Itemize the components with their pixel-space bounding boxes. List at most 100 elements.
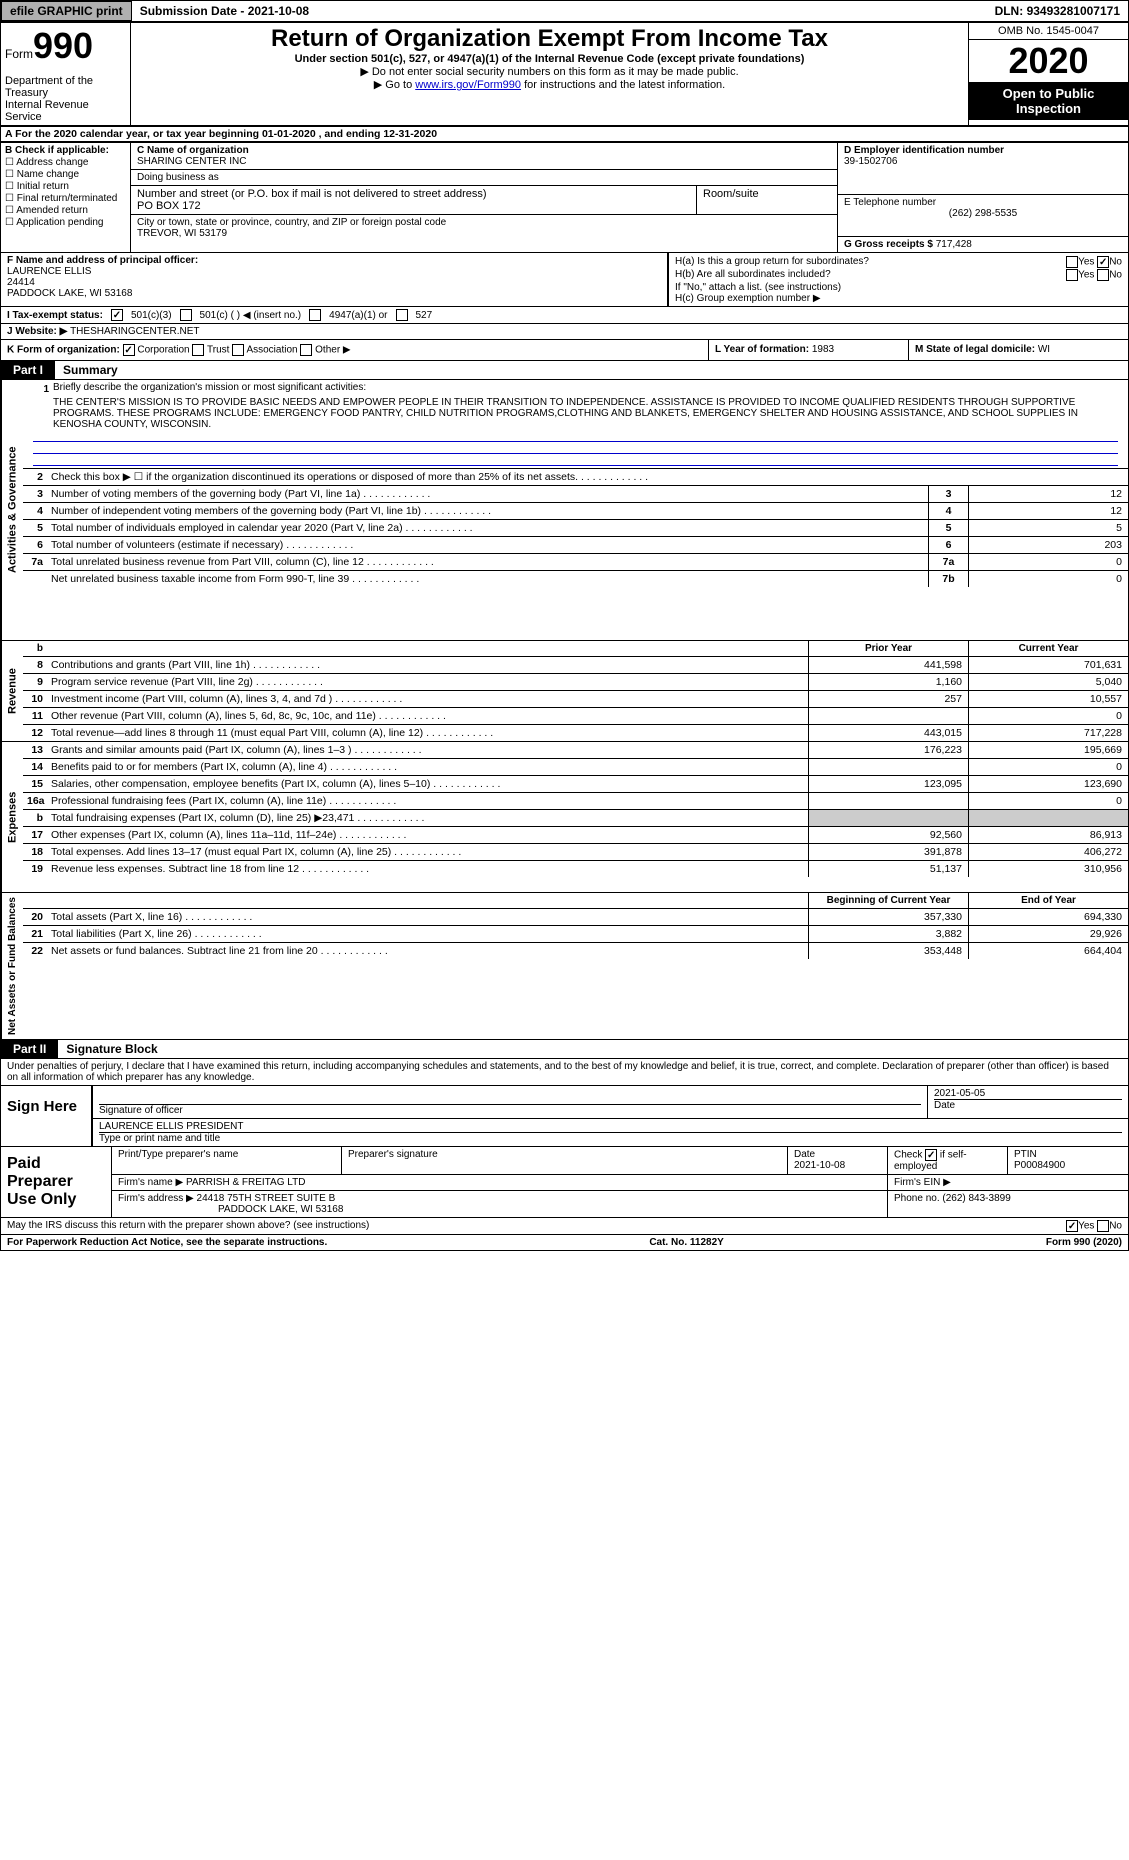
ha-yes[interactable] [1066, 256, 1078, 268]
gov-line: 5Total number of individuals employed in… [23, 520, 1128, 537]
vtab-expenses: Expenses [1, 742, 23, 892]
page-footer: For Paperwork Reduction Act Notice, see … [0, 1235, 1129, 1251]
data-line: 13Grants and similar amounts paid (Part … [23, 742, 1128, 759]
officer-name: LAURENCE ELLIS [7, 266, 661, 277]
row-i-tax-status: I Tax-exempt status: 501(c)(3) 501(c) ( … [0, 307, 1129, 324]
gov-line: Net unrelated business taxable income fr… [23, 571, 1128, 587]
efile-button[interactable]: efile GRAPHIC print [1, 1, 132, 21]
chk-initial-return[interactable]: ☐ Initial return [5, 181, 126, 192]
omb-number: OMB No. 1545-0047 [969, 23, 1128, 40]
chk-527[interactable] [396, 309, 408, 321]
hb-no[interactable] [1097, 269, 1109, 281]
section-net-assets: Net Assets or Fund Balances Beginning of… [0, 893, 1129, 1040]
data-line: 8Contributions and grants (Part VIII, li… [23, 657, 1128, 674]
discuss-no[interactable] [1097, 1220, 1109, 1232]
firm-phone: (262) 843-3899 [942, 1193, 1010, 1204]
prep-date: 2021-10-08 [794, 1160, 881, 1171]
data-line: 16aProfessional fundraising fees (Part I… [23, 793, 1128, 810]
officer-name-title: LAURENCE ELLIS PRESIDENT [99, 1121, 1122, 1132]
section-expenses: Expenses 13Grants and similar amounts pa… [0, 742, 1129, 893]
vtab-governance: Activities & Governance [1, 380, 23, 640]
form-number: Form990 [5, 25, 126, 67]
form-title: Return of Organization Exempt From Incom… [137, 25, 962, 53]
gov-line: 2Check this box ▶ ☐ if the organization … [23, 469, 1128, 486]
data-line: 19Revenue less expenses. Subtract line 1… [23, 861, 1128, 877]
irs-link[interactable]: www.irs.gov/Form990 [415, 79, 521, 91]
chk-application-pending[interactable]: ☐ Application pending [5, 217, 126, 228]
form-subtitle: Under section 501(c), 527, or 4947(a)(1)… [137, 53, 962, 65]
data-line: 10Investment income (Part VIII, column (… [23, 691, 1128, 708]
data-line: 11Other revenue (Part VIII, column (A), … [23, 708, 1128, 725]
block-fh: F Name and address of principal officer:… [0, 253, 1129, 307]
org-name: SHARING CENTER INC [137, 156, 831, 167]
chk-final-return[interactable]: ☐ Final return/terminated [5, 193, 126, 204]
sign-here-block: Sign Here Signature of officer 2021-05-0… [0, 1086, 1129, 1147]
data-line: 12Total revenue—add lines 8 through 11 (… [23, 725, 1128, 741]
vtab-net-assets: Net Assets or Fund Balances [1, 893, 23, 1039]
note-ssn: ▶ Do not enter social security numbers o… [137, 65, 962, 78]
gov-line: 7aTotal unrelated business revenue from … [23, 554, 1128, 571]
part1-header: Part I Summary [0, 361, 1129, 380]
tax-year: 2020 [969, 40, 1128, 82]
discuss-row: May the IRS discuss this return with the… [0, 1218, 1129, 1235]
gross-receipts: 717,428 [936, 239, 972, 250]
section-governance: Activities & Governance 1Briefly describ… [0, 380, 1129, 641]
data-line: 18Total expenses. Add lines 13–17 (must … [23, 844, 1128, 861]
note-link: ▶ Go to www.irs.gov/Form990 for instruct… [137, 78, 962, 91]
chk-amended-return[interactable]: ☐ Amended return [5, 205, 126, 216]
chk-assoc[interactable] [232, 344, 244, 356]
website[interactable]: THESHARINGCENTER.NET [70, 326, 199, 337]
chk-self-employed[interactable] [925, 1149, 937, 1161]
year-formation: 1983 [812, 344, 834, 355]
org-city: TREVOR, WI 53179 [137, 228, 831, 239]
state-domicile: WI [1038, 344, 1050, 355]
data-line: bTotal fundraising expenses (Part IX, co… [23, 810, 1128, 827]
phone: (262) 298-5535 [844, 208, 1122, 219]
chk-trust[interactable] [192, 344, 204, 356]
org-address: PO BOX 172 [137, 200, 690, 212]
data-line: 20Total assets (Part X, line 16)357,3306… [23, 909, 1128, 926]
dln: DLN: 93493281007171 [987, 2, 1128, 20]
form-header: Form990 Department of the Treasury Inter… [0, 22, 1129, 126]
col-f-officer: F Name and address of principal officer:… [1, 253, 668, 306]
data-line: 15Salaries, other compensation, employee… [23, 776, 1128, 793]
ptin: P00084900 [1014, 1160, 1122, 1171]
signature-declaration: Under penalties of perjury, I declare th… [0, 1059, 1129, 1086]
col-b-checkboxes: B Check if applicable: ☐ Address change … [1, 143, 131, 252]
data-line: 22Net assets or fund balances. Subtract … [23, 943, 1128, 959]
gov-line: 3Number of voting members of the governi… [23, 486, 1128, 503]
submission-date: Submission Date - 2021-10-08 [132, 2, 317, 20]
col-h-group: H(a) Is this a group return for subordin… [668, 253, 1128, 306]
topbar: efile GRAPHIC print Submission Date - 20… [0, 0, 1129, 22]
vtab-revenue: Revenue [1, 641, 23, 741]
hb-yes[interactable] [1066, 269, 1078, 281]
data-line: 14Benefits paid to or for members (Part … [23, 759, 1128, 776]
chk-name-change[interactable]: ☐ Name change [5, 169, 126, 180]
firm-address: 24418 75TH STREET SUITE B [197, 1193, 336, 1204]
paid-preparer-block: Paid Preparer Use Only Print/Type prepar… [0, 1147, 1129, 1218]
ha-no[interactable] [1097, 256, 1109, 268]
part2-header: Part II Signature Block [0, 1040, 1129, 1059]
row-j-website: J Website: ▶ THESHARINGCENTER.NET [0, 324, 1129, 340]
col-de: D Employer identification number 39-1502… [838, 143, 1128, 252]
chk-corp[interactable] [123, 344, 135, 356]
mission-text: THE CENTER'S MISSION IS TO PROVIDE BASIC… [29, 397, 1122, 430]
chk-other[interactable] [300, 344, 312, 356]
gov-line: 4Number of independent voting members of… [23, 503, 1128, 520]
ein: 39-1502706 [844, 156, 1122, 167]
chk-4947[interactable] [309, 309, 321, 321]
chk-501c[interactable] [180, 309, 192, 321]
chk-address-change[interactable]: ☐ Address change [5, 157, 126, 168]
data-line: 9Program service revenue (Part VIII, lin… [23, 674, 1128, 691]
block-bcde: B Check if applicable: ☐ Address change … [0, 142, 1129, 253]
discuss-yes[interactable] [1066, 1220, 1078, 1232]
chk-501c3[interactable] [111, 309, 123, 321]
row-klm: K Form of organization: Corporation Trus… [0, 340, 1129, 361]
data-line: 17Other expenses (Part IX, column (A), l… [23, 827, 1128, 844]
data-line: 21Total liabilities (Part X, line 26)3,8… [23, 926, 1128, 943]
gov-line: 6Total number of volunteers (estimate if… [23, 537, 1128, 554]
section-revenue: Revenue bPrior YearCurrent Year 8Contrib… [0, 641, 1129, 742]
department: Department of the Treasury Internal Reve… [5, 75, 126, 123]
inspection-badge: Open to Public Inspection [969, 82, 1128, 120]
firm-name: PARRISH & FREITAG LTD [186, 1177, 305, 1188]
